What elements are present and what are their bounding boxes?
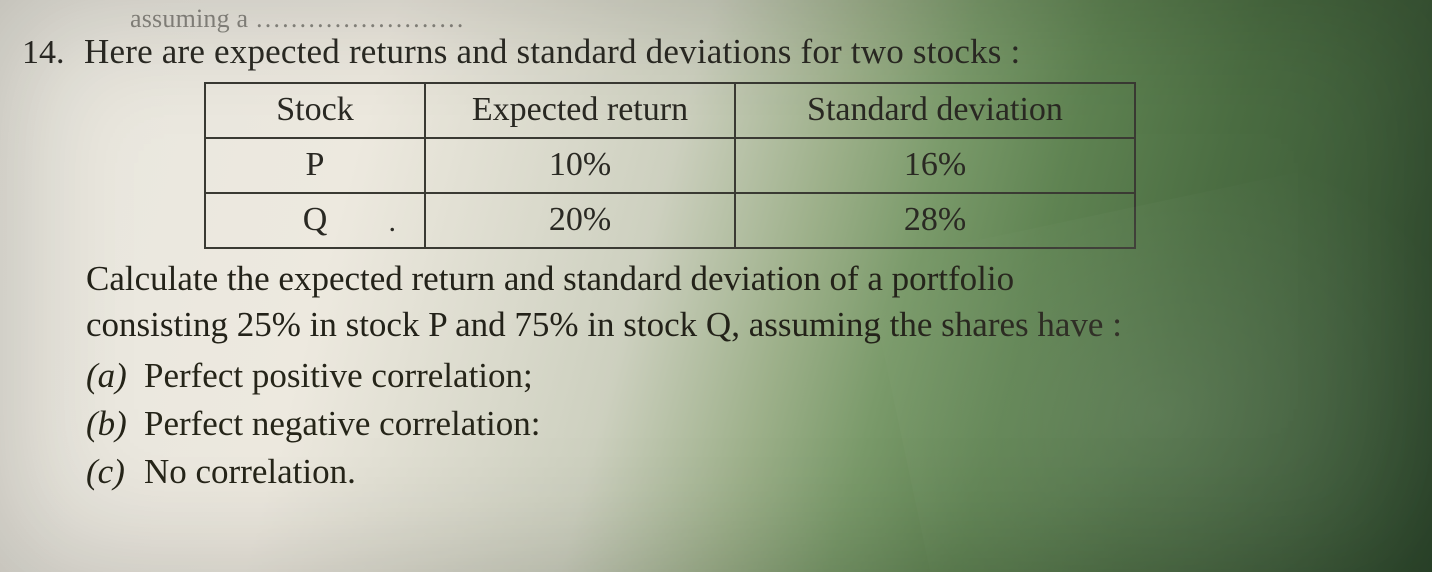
table-row: Q . 20% 28% <box>205 193 1135 248</box>
page: assuming a …………………… 14. Here are expecte… <box>0 0 1432 572</box>
col-header-stock: Stock <box>205 83 425 138</box>
table-row: P 10% 16% <box>205 138 1135 193</box>
cell-stock-q: Q . <box>205 193 425 248</box>
cell-stddev-p: 16% <box>735 138 1135 193</box>
cell-stock-q-label: Q <box>303 201 328 238</box>
option-b: (b) Perfect negative correlation: <box>86 404 540 444</box>
col-header-std-dev: Standard deviation <box>735 83 1135 138</box>
option-b-text: Perfect negative correlation: <box>144 404 540 444</box>
cell-return-p: 10% <box>425 138 735 193</box>
option-a: (a) Perfect positive correlation; <box>86 356 540 396</box>
stocks-table: Stock Expected return Standard deviation… <box>204 82 1136 249</box>
question-number: 14. <box>22 34 84 72</box>
options-list: (a) Perfect positive correlation; (b) Pe… <box>86 356 540 500</box>
stocks-table-wrap: Stock Expected return Standard deviation… <box>204 82 1134 249</box>
option-c-text: No correlation. <box>144 452 356 492</box>
stray-dot: . <box>389 205 397 240</box>
option-a-text: Perfect positive correlation; <box>144 356 533 396</box>
table-header-row: Stock Expected return Standard deviation <box>205 83 1135 138</box>
option-b-label: (b) <box>86 404 144 444</box>
question-body-line-2: consisting 25% in stock P and 75% in sto… <box>86 302 1388 348</box>
question-row: 14. Here are expected returns and standa… <box>22 32 1392 72</box>
option-c: (c) No correlation. <box>86 452 540 492</box>
question-body-line-1: Calculate the expected return and standa… <box>86 256 1388 302</box>
cell-return-q: 20% <box>425 193 735 248</box>
option-a-label: (a) <box>86 356 144 396</box>
question-prompt: Here are expected returns and standard d… <box>84 32 1020 72</box>
col-header-expected-return: Expected return <box>425 83 735 138</box>
option-c-label: (c) <box>86 452 144 492</box>
truncated-previous-line: assuming a …………………… <box>130 4 465 34</box>
cell-stock-p: P <box>205 138 425 193</box>
cell-stddev-q: 28% <box>735 193 1135 248</box>
